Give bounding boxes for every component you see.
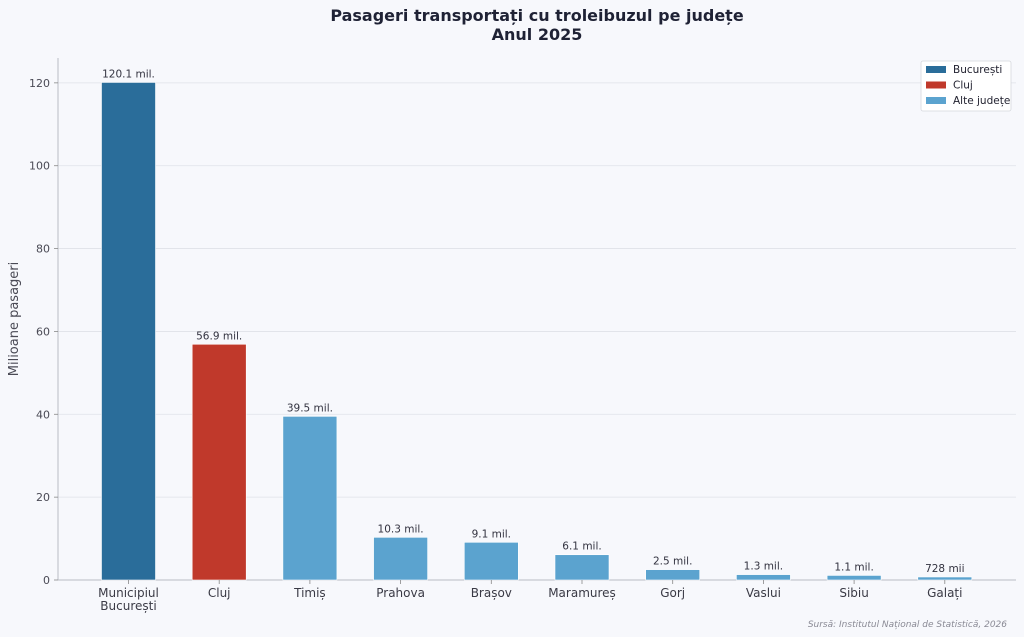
bar-value-label: 39.5 mil. <box>287 402 333 414</box>
y-tick-label: 40 <box>36 408 50 421</box>
y-tick-labels: 0 20 40 60 80 100 120 <box>29 77 58 587</box>
y-axis-label: Milioane pasageri <box>7 262 22 377</box>
bar-value-label: 120.1 mil. <box>102 68 155 80</box>
y-tick-label: 0 <box>43 574 50 587</box>
bar-value-label: 1.3 mil. <box>744 561 783 573</box>
bar-value-label: 2.5 mil. <box>653 556 692 568</box>
bar <box>736 574 791 581</box>
chart-title-line: Pasageri transportați cu troleibuzul pe … <box>330 6 744 25</box>
bar-value-label: 9.1 mil. <box>472 528 511 540</box>
bar <box>463 541 519 581</box>
bar-value-label: 728 mii <box>925 563 964 575</box>
bar <box>554 554 610 581</box>
legend-label: Cluj <box>953 80 973 92</box>
x-tick-label: Prahova <box>376 586 425 600</box>
x-tick-label: Galați <box>927 586 962 600</box>
data-labels: 120.1 mil. 56.9 mil. 39.5 mil. 10.3 mil. 9.1… <box>102 68 964 575</box>
x-tick-label: Gorj <box>660 586 685 600</box>
legend-label: București <box>953 64 1002 76</box>
bar <box>373 537 428 581</box>
legend-swatch <box>926 66 946 73</box>
bar <box>282 416 338 581</box>
x-tick-label: Municipiul <box>98 586 159 600</box>
bar-value-label: 10.3 mil. <box>378 523 424 535</box>
y-tick-label: 120 <box>29 77 50 90</box>
x-tick-label: Brașov <box>471 586 512 600</box>
y-tick-label: 60 <box>36 325 50 338</box>
y-tick-label: 20 <box>36 491 50 504</box>
x-tick-label: Maramureș <box>548 586 616 600</box>
bar-value-label: 6.1 mil. <box>562 541 601 553</box>
legend-swatch <box>926 81 946 89</box>
x-tick-label: Vaslui <box>746 586 781 600</box>
source-note: Sursă: Institutul Național de Statistică… <box>808 620 1007 630</box>
legend: București Cluj Alte județe <box>920 60 1012 112</box>
bars <box>101 82 973 581</box>
y-tick-label: 100 <box>29 160 50 173</box>
x-tick-label: Cluj <box>208 586 231 600</box>
y-tick-label: 80 <box>36 243 50 256</box>
chart-title: Pasageri transportați cu troleibuzul pe … <box>330 6 744 44</box>
bar <box>191 343 247 581</box>
x-tick-label: Timiș <box>293 586 326 600</box>
legend-swatch <box>926 97 946 104</box>
bar <box>826 575 882 581</box>
bar-value-label: 56.9 mil. <box>196 330 242 342</box>
bar-value-label: 1.1 mil. <box>834 561 873 573</box>
bar <box>917 576 973 581</box>
bar <box>645 569 701 581</box>
x-tick-label: Sibiu <box>839 586 869 600</box>
chart-title-line: Anul 2025 <box>492 25 583 44</box>
bar <box>101 82 156 581</box>
legend-label: Alte județe <box>953 95 1010 107</box>
x-tick-label: București <box>100 599 156 613</box>
